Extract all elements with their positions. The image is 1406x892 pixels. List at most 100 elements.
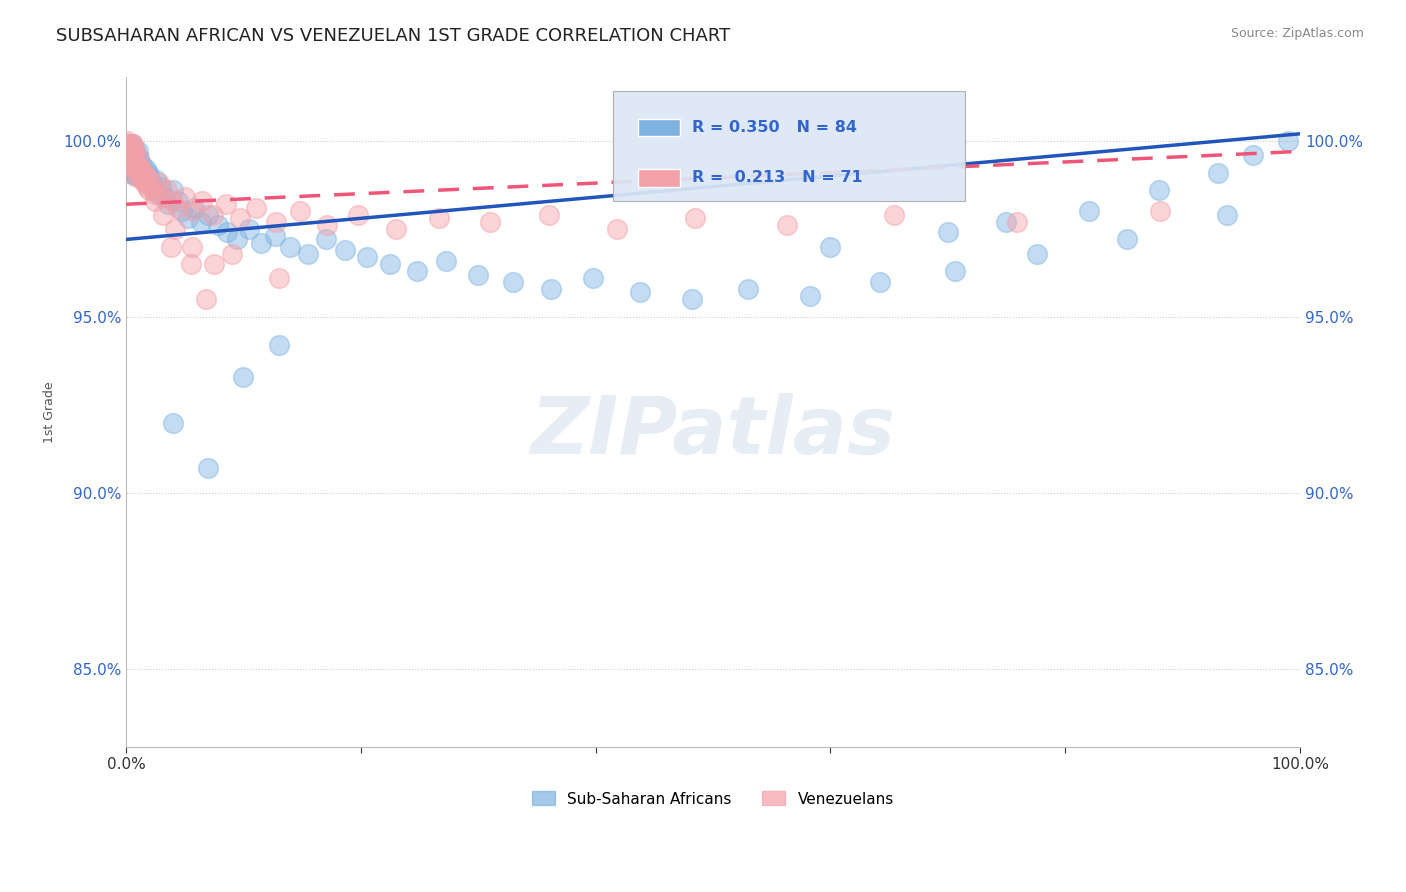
Point xyxy=(335,243,357,257)
Point xyxy=(406,264,429,278)
Point xyxy=(385,222,408,236)
Point xyxy=(129,169,152,183)
Point xyxy=(183,201,205,215)
Point xyxy=(122,148,145,162)
Point xyxy=(122,159,145,173)
Point xyxy=(159,239,181,253)
Point xyxy=(681,293,703,307)
Point xyxy=(883,208,905,222)
Point xyxy=(124,145,146,159)
Text: R = 0.350   N = 84: R = 0.350 N = 84 xyxy=(692,120,856,135)
Point xyxy=(628,285,651,300)
Point xyxy=(315,219,337,233)
Point xyxy=(118,152,141,166)
Point xyxy=(356,250,378,264)
Point xyxy=(120,159,142,173)
Point xyxy=(936,226,959,240)
Point xyxy=(129,169,152,183)
Point xyxy=(201,208,224,222)
Point xyxy=(1149,204,1171,219)
Point xyxy=(194,293,217,307)
Point xyxy=(799,289,821,303)
Point xyxy=(869,275,891,289)
Point xyxy=(264,229,287,244)
Point xyxy=(117,148,139,162)
Point xyxy=(347,208,370,222)
Point xyxy=(134,176,156,190)
Legend: Sub-Saharan Africans, Venezuelans: Sub-Saharan Africans, Venezuelans xyxy=(526,785,900,813)
Point xyxy=(478,215,501,229)
Point xyxy=(122,148,145,162)
Point xyxy=(121,161,143,176)
Point xyxy=(125,152,148,166)
Point xyxy=(436,253,458,268)
Point xyxy=(132,165,155,179)
Point xyxy=(148,186,170,201)
Point xyxy=(118,155,141,169)
Point xyxy=(1277,134,1299,148)
Point xyxy=(121,148,143,162)
Point xyxy=(202,257,225,271)
Point xyxy=(121,152,143,166)
Point xyxy=(238,222,260,236)
Point xyxy=(122,137,145,152)
Point xyxy=(131,172,153,186)
Point xyxy=(138,183,160,197)
Point xyxy=(685,211,707,226)
Point xyxy=(166,194,188,208)
Point xyxy=(120,145,142,159)
Point xyxy=(190,215,212,229)
Point xyxy=(540,282,562,296)
Point xyxy=(166,201,188,215)
Point xyxy=(1077,204,1099,219)
Point xyxy=(150,179,173,194)
Point xyxy=(124,145,146,159)
Point xyxy=(118,137,141,152)
Point xyxy=(737,282,759,296)
Point xyxy=(172,204,194,219)
Point xyxy=(288,204,311,219)
Point xyxy=(121,137,143,152)
Point xyxy=(181,204,204,219)
Point xyxy=(118,141,141,155)
Point xyxy=(467,268,489,282)
Point xyxy=(191,194,214,208)
Point xyxy=(124,159,146,173)
Point xyxy=(1241,148,1264,162)
Point xyxy=(232,369,254,384)
Point xyxy=(138,169,160,183)
Point xyxy=(131,159,153,173)
Point xyxy=(136,179,159,194)
Point xyxy=(1116,232,1139,246)
Point xyxy=(138,172,160,186)
Point xyxy=(125,169,148,183)
Point xyxy=(115,145,138,159)
Point xyxy=(150,190,173,204)
Point xyxy=(127,152,149,166)
Point xyxy=(127,159,149,173)
Point xyxy=(162,416,184,430)
Point xyxy=(197,208,219,222)
Point xyxy=(145,172,167,186)
Point xyxy=(122,155,145,169)
Text: ZIPatlas: ZIPatlas xyxy=(530,393,896,471)
Point xyxy=(245,201,267,215)
Point xyxy=(1216,208,1239,222)
Point xyxy=(820,239,842,253)
Point xyxy=(315,232,337,246)
Point xyxy=(120,145,142,159)
Point xyxy=(1147,183,1170,197)
Point xyxy=(128,152,150,166)
Point xyxy=(943,264,966,278)
Point xyxy=(129,161,152,176)
Point xyxy=(117,152,139,166)
Point xyxy=(143,186,166,201)
Point xyxy=(378,257,401,271)
Point xyxy=(502,275,524,289)
Point xyxy=(132,165,155,179)
Point xyxy=(125,159,148,173)
Point xyxy=(122,141,145,155)
Text: SUBSAHARAN AFRICAN VS VENEZUELAN 1ST GRADE CORRELATION CHART: SUBSAHARAN AFRICAN VS VENEZUELAN 1ST GRA… xyxy=(56,27,731,45)
Point xyxy=(267,338,290,352)
Point xyxy=(226,232,249,246)
